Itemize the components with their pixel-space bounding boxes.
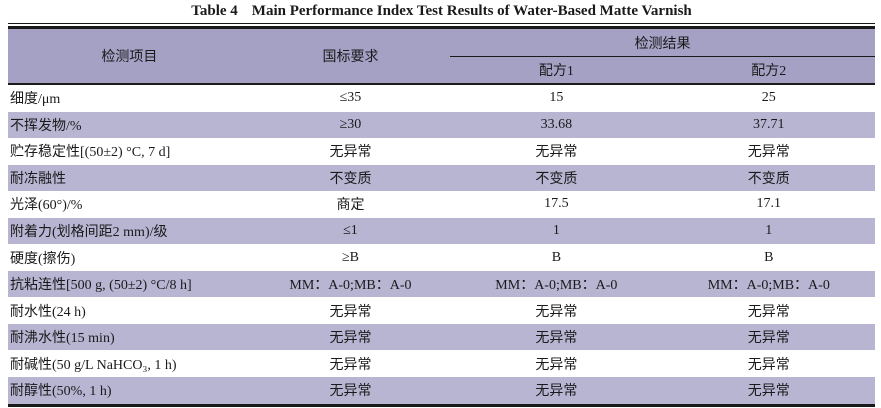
cell-formula1: 33.68 — [540, 116, 573, 132]
cell-formula2: 37.71 — [753, 116, 785, 132]
table-row: 附着力(划格间距2 mm)/级 ≤1 1 1 — [8, 217, 875, 245]
cell-formula2: 25 — [761, 90, 776, 106]
cell-test-item: 光泽(60°)/% — [10, 198, 83, 214]
table-row: 耐冻融性 不变质 不变质 不变质 — [8, 164, 875, 192]
table-top-rule-thick — [8, 26, 875, 29]
cell-test-item: 贮存稳定性[(50±2) °C, 7 d] — [10, 145, 171, 161]
table-body: 细度/μm ≤35 15 25 不挥发物/% ≥30 33.68 37.71 贮… — [8, 85, 875, 404]
table-bottom-rule — [8, 403, 875, 407]
cell-formula1: 17.5 — [544, 196, 569, 212]
cell-standard: 无异常 — [329, 331, 372, 347]
table-caption-title: Main Performance Index Test Results of W… — [251, 3, 692, 19]
table-row: 硬度(擦伤) ≥B B B — [8, 244, 875, 271]
table-caption-number: Table 4 — [191, 3, 238, 19]
cell-test-item: 耐沸水性(15 min) — [10, 331, 115, 347]
table-row: 耐水性(24 h) 无异常 无异常 无异常 — [8, 297, 875, 324]
cell-formula1: 无异常 — [535, 304, 578, 320]
table-row: 光泽(60°)/% 商定 17.5 17.1 — [8, 191, 875, 218]
cell-test-item: 细度/μm — [10, 92, 61, 108]
table-caption: Table 4 Main Performance Index Test Resul… — [8, 2, 875, 21]
table-row: 耐醇性(50%, 1 h) 无异常 无异常 无异常 — [8, 377, 875, 404]
cell-standard: ≤1 — [343, 223, 358, 238]
table-top-rule-gap — [8, 24, 875, 26]
cell-formula1: 无异常 — [535, 357, 578, 373]
cell-standard: 无异常 — [329, 384, 372, 400]
cell-formula2: 无异常 — [747, 357, 790, 373]
cell-formula1: B — [551, 249, 562, 265]
cell-formula1: 1 — [552, 223, 560, 238]
cell-standard: 商定 — [336, 198, 365, 214]
cell-standard: MM：A-0;MB：A-0 — [289, 278, 412, 294]
table-header: 检测项目 国标要求 检测结果 配方1 配方2 — [8, 29, 875, 85]
table-row: 耐碱性(50 g/L NaHCO₃, 1 h) 无异常 无异常 无异常 — [8, 350, 875, 378]
cell-formula1: 无异常 — [535, 331, 578, 347]
table-top-rule-thin — [8, 23, 875, 24]
cell-test-item: 耐碱性(50 g/L NaHCO₃, 1 h) — [10, 357, 177, 373]
header-formula-2: 配方2 — [662, 56, 875, 83]
cell-test-item: 抗粘连性[500 g, (50±2) °C/8 h] — [10, 278, 192, 294]
cell-formula2: 不变质 — [747, 171, 790, 187]
cell-formula1: 不变质 — [535, 171, 578, 187]
cell-test-item: 耐水性(24 h) — [10, 304, 86, 320]
cell-formula1: 15 — [549, 90, 564, 106]
cell-test-item: 附着力(划格间距2 mm)/级 — [10, 225, 168, 240]
header-test-item: 检测项目 — [101, 50, 158, 65]
cell-formula1: 无异常 — [535, 384, 578, 400]
cell-standard: 无异常 — [329, 304, 372, 320]
header-test-results: 检测结果 — [634, 36, 691, 52]
cell-standard: ≥B — [341, 249, 359, 265]
cell-standard: 无异常 — [329, 357, 372, 373]
cell-formula2: 无异常 — [747, 304, 790, 320]
cell-test-item: 硬度(擦伤) — [10, 251, 76, 267]
performance-table: 检测项目 国标要求 检测结果 配方1 配方2 细度/μm ≤35 15 25 不… — [8, 23, 875, 407]
cell-formula2: MM：A-0;MB：A-0 — [707, 278, 830, 294]
table-row: 贮存稳定性[(50±2) °C, 7 d] 无异常 无异常 无异常 — [8, 138, 875, 165]
cell-formula2: 17.1 — [756, 196, 782, 212]
cell-formula1: MM：A-0;MB：A-0 — [495, 278, 618, 294]
cell-formula2: 无异常 — [747, 384, 790, 400]
cell-test-item: 耐醇性(50%, 1 h) — [10, 384, 112, 400]
cell-formula2: 无异常 — [747, 145, 790, 161]
cell-standard: 无异常 — [329, 145, 372, 161]
table-row: 抗粘连性[500 g, (50±2) °C/8 h] MM：A-0;MB：A-0… — [8, 270, 875, 298]
cell-formula1: 无异常 — [535, 145, 578, 161]
cell-formula2: 无异常 — [747, 331, 790, 347]
cell-test-item: 不挥发物/% — [10, 118, 82, 134]
cell-standard: 不变质 — [329, 171, 372, 187]
header-formula-1: 配方1 — [450, 56, 663, 83]
cell-standard: ≤35 — [339, 90, 362, 106]
table-row: 耐沸水性(15 min) 无异常 无异常 无异常 — [8, 323, 875, 351]
header-national-standard: 国标要求 — [322, 50, 379, 65]
cell-standard: ≥30 — [339, 116, 362, 132]
cell-test-item: 耐冻融性 — [10, 171, 66, 187]
table-row: 不挥发物/% ≥30 33.68 37.71 — [8, 111, 875, 139]
cell-formula2: B — [764, 249, 774, 265]
cell-formula2: 1 — [765, 223, 773, 238]
table-row: 细度/μm ≤35 15 25 — [8, 85, 875, 112]
